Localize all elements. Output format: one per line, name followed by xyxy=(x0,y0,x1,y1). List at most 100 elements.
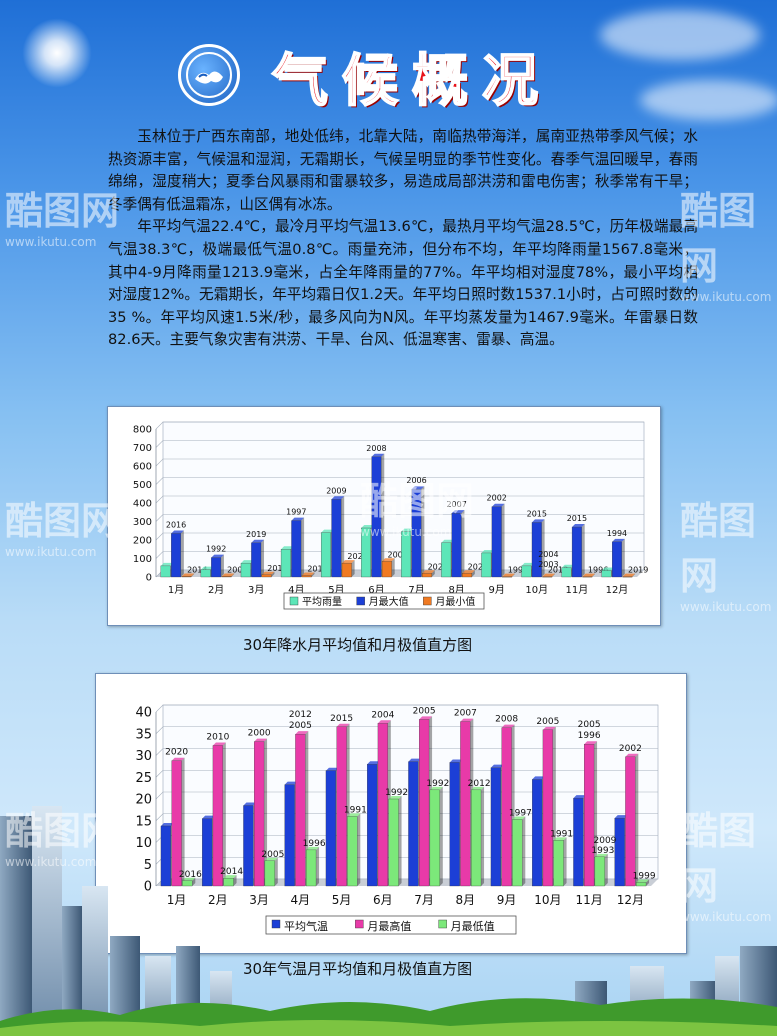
y-tick-label: 700 xyxy=(133,443,152,454)
data-label: 1993 xyxy=(591,846,614,856)
bar-月最低值 xyxy=(182,877,196,887)
legend-box xyxy=(283,592,485,610)
bar-月最大值 xyxy=(291,517,305,578)
data-label: 2009 xyxy=(326,486,346,495)
data-label: 2015 xyxy=(527,509,547,518)
bar-face xyxy=(636,882,647,887)
bar-face xyxy=(449,762,460,887)
bar-top xyxy=(512,816,526,820)
bar-face xyxy=(573,797,584,887)
bar-face xyxy=(470,789,482,887)
bar-top xyxy=(182,877,196,881)
bar-face xyxy=(211,557,222,578)
y-tick-label: 400 xyxy=(133,499,152,510)
bar-face xyxy=(200,569,211,578)
data-label: 2015 xyxy=(307,565,327,574)
bar-side xyxy=(522,816,526,886)
bar-face xyxy=(325,770,336,887)
data-label: 2015 xyxy=(567,514,587,523)
data-label: 2002 xyxy=(487,494,507,503)
bar-side xyxy=(592,573,596,577)
bar-top xyxy=(200,566,214,570)
bar-side xyxy=(621,538,625,577)
data-label: 1991 xyxy=(508,566,528,575)
bar-top xyxy=(295,731,309,735)
bar-top xyxy=(382,558,395,562)
y-tick-label: 30 xyxy=(135,749,152,764)
bar-top xyxy=(281,546,294,550)
bar-月最高值 xyxy=(295,731,309,887)
bar-top xyxy=(388,796,402,799)
bar-top xyxy=(211,554,224,558)
data-label: 2012 xyxy=(468,779,491,789)
bar-face xyxy=(295,734,306,887)
bar-side xyxy=(646,879,650,886)
bar-face xyxy=(320,532,331,578)
bar-top xyxy=(502,573,515,577)
data-label: 1997 xyxy=(286,508,306,517)
bar-top xyxy=(612,538,625,542)
bar-top xyxy=(584,741,598,745)
bar-月最低值 xyxy=(636,879,650,887)
temperature-chart: 0 5 10 15 20 25 30 35 40 1月 2020 2016 2月 2010 2014 3月 20… xyxy=(135,704,659,935)
gridline xyxy=(155,458,644,467)
temperature-chart-panel: 0 5 10 15 20 25 30 35 40 1月 2020 2016 2月 2010 2014 3月 20… xyxy=(95,673,687,954)
watermark: 酷图网 www.ikutu.com xyxy=(680,189,772,304)
precipitation-chart: 0 100 200 300 400 500 600 700 800 1月 2016 2014 2月 199… xyxy=(133,421,648,610)
bar-face xyxy=(261,574,272,578)
legend-label: 月最大值 xyxy=(369,595,409,608)
bar-side xyxy=(481,786,485,886)
bar-face xyxy=(251,542,262,578)
bar-top xyxy=(371,453,385,457)
x-tick-label: 11月 xyxy=(575,893,602,907)
legend-swatch xyxy=(289,596,299,606)
bar-月最低值 xyxy=(429,786,443,887)
bar-face xyxy=(481,552,492,578)
bar-top xyxy=(625,753,639,757)
bar-月最低值 xyxy=(347,813,361,887)
bar-top xyxy=(171,530,184,534)
bar-face xyxy=(512,819,523,887)
x-tick-label: 11月 xyxy=(566,584,589,596)
y-tick-label: 200 xyxy=(133,536,152,547)
bar-side xyxy=(274,857,278,886)
sun-glare xyxy=(22,18,92,88)
bar-top xyxy=(336,723,350,727)
bar-face xyxy=(625,756,636,887)
bar-side xyxy=(604,853,608,886)
bar-top xyxy=(341,560,355,564)
gridline xyxy=(155,440,644,448)
y-tick-label: 600 xyxy=(133,462,152,473)
data-label: 2004 xyxy=(538,550,558,559)
bar-top xyxy=(462,570,475,574)
bar-top xyxy=(160,562,174,566)
bar-face xyxy=(264,860,275,887)
bar-face xyxy=(502,576,513,578)
watermark: 酷图网 www.ikutu.com xyxy=(680,499,772,614)
x-tick-label: 9月 xyxy=(489,584,505,596)
y-tick-label: 100 xyxy=(133,554,152,565)
bar-face xyxy=(614,817,625,887)
bar-face xyxy=(521,565,532,578)
bar-月最小值 xyxy=(221,573,235,578)
bar-side xyxy=(381,453,385,577)
bar-top xyxy=(553,837,567,841)
y-tick-label: 500 xyxy=(133,480,152,491)
bar-top xyxy=(561,564,575,568)
bar-月最大值 xyxy=(451,510,465,578)
data-label: 2020 xyxy=(165,748,188,758)
bar-face xyxy=(419,719,430,887)
data-label: 2010 xyxy=(267,564,287,573)
bar-side xyxy=(220,554,224,577)
bar-side xyxy=(191,573,195,577)
bar-月最低值 xyxy=(264,857,278,887)
bar-月最小值 xyxy=(261,571,275,578)
legend-swatch xyxy=(438,919,447,929)
bar-月最高值 xyxy=(625,753,639,887)
bar-side xyxy=(461,510,465,577)
bar-月最高值 xyxy=(171,757,185,887)
bar-face xyxy=(561,567,572,578)
bar-face xyxy=(411,488,422,578)
data-label: 2005 xyxy=(261,850,284,860)
data-label: 2016 xyxy=(179,870,202,880)
